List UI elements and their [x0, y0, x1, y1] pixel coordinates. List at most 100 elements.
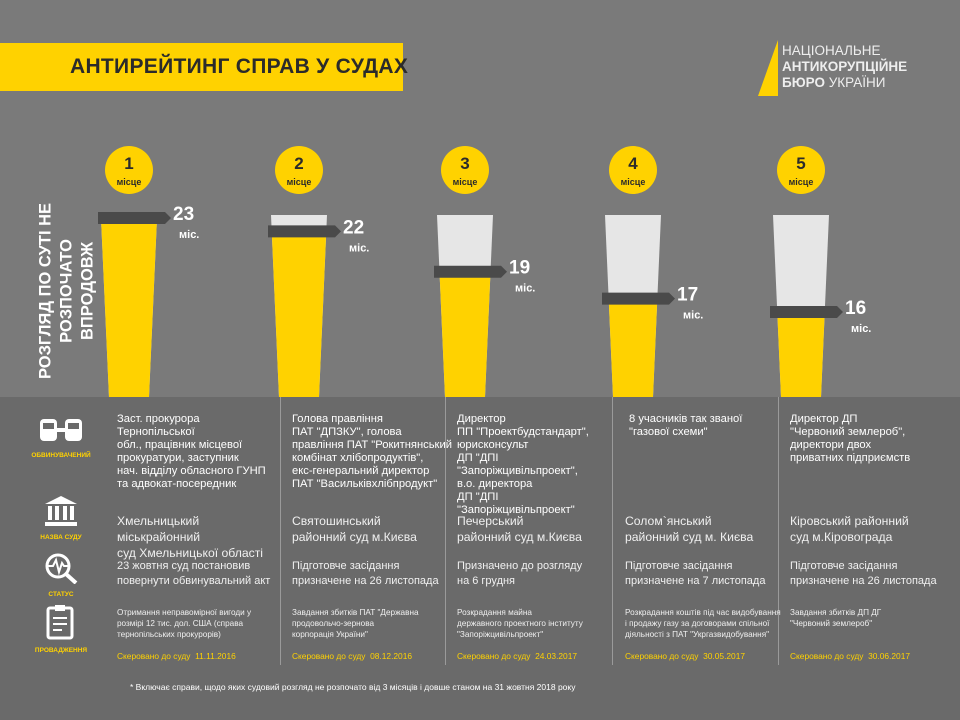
case-accused: Директор ПП "Проектбудстандарт", юрисконсу…	[457, 413, 617, 517]
text-line: Завдання збитків ДП ДГ	[790, 608, 882, 617]
case-court: Печерський районний суд м.Києва	[457, 513, 617, 545]
sent-label: Скеровано до суду	[117, 651, 191, 661]
rank-place-label: місце	[453, 177, 478, 187]
text-line: Розкрадання майна	[457, 608, 532, 617]
rank-badge	[777, 146, 825, 194]
text-line: і продажу газу за договорами спільної	[625, 619, 770, 628]
case-court: Святошинський районний суд м.Києва	[292, 513, 452, 545]
text-line: екс-генеральний директор	[292, 465, 430, 477]
text-line: Голова правління	[292, 413, 383, 425]
duration-bar	[777, 312, 825, 397]
rank-number: 1	[124, 154, 133, 173]
duration-value-label: 16	[845, 298, 866, 319]
case-court: Хмельницький міськрайонний суд Хмельницьк…	[117, 513, 277, 561]
rank-number: 3	[460, 154, 469, 173]
rank-place-label: місце	[117, 177, 142, 187]
rank-badge	[441, 146, 489, 194]
sent-date-value: 08.12.2016	[370, 651, 413, 661]
text-line: Підготовче засідання	[292, 560, 400, 572]
case-status: 23 жовтня суд постановив повернути обвину…	[117, 559, 277, 589]
legend-accused-label: ОБВИНУВАЧЕНИЙ	[31, 452, 91, 459]
case-court: Солом`янський районний суд м. Києва	[625, 513, 785, 545]
text-line: Підготовче засідання	[790, 560, 898, 572]
text-line: директори двох	[790, 439, 872, 451]
case-sent-date: Скеровано до суду 11.11.2016	[117, 651, 236, 661]
duration-unit-label: міс.	[515, 283, 535, 295]
column-divider	[612, 397, 613, 665]
text-line: корпорація України"	[292, 630, 368, 639]
text-line: Печерський	[457, 514, 524, 528]
text-line: суд м.Кіровограда	[790, 530, 893, 544]
duration-marker	[268, 225, 341, 238]
legend-accused: ОБВИНУВАЧЕНИЙ	[18, 415, 104, 459]
logo-line-1: НАЦІОНАЛЬНЕ	[782, 43, 881, 58]
rank-badge	[275, 146, 323, 194]
details-panel	[0, 397, 960, 720]
case-sent-date: Скеровано до суду 30.06.2017	[790, 651, 910, 661]
column-divider	[778, 397, 779, 665]
text-line: ДП "ДПІ "Запоріжцивільпроект",	[457, 452, 578, 477]
duration-marker	[434, 265, 507, 278]
text-line: тернопільських прокурорів)	[117, 630, 221, 639]
case-accused: Директор ДП "Червоний землероб", директори…	[790, 413, 950, 465]
logo-mark-icon	[758, 40, 778, 96]
text-line: приватних підприємств	[790, 452, 911, 464]
case-proceedings: Завдання збитків ПАТ "Державна продовольч…	[292, 607, 457, 640]
text-line: "Червоний землероб"	[790, 619, 873, 628]
text-line: нач. відділу обласного ГУНП	[117, 465, 266, 477]
handcuffs-icon	[40, 419, 82, 441]
text-line: ПАТ "Васильківхлібпродукт"	[292, 478, 438, 490]
text-line: на 6 грудня	[457, 575, 516, 587]
title-bar: АНТИРЕЙТИНГ СПРАВ У СУДАХ	[0, 43, 408, 91]
sent-label: Скеровано до суду	[790, 651, 864, 661]
logo-line-3: БЮРО УКРАЇНИ	[782, 75, 885, 91]
case-accused: Заст. прокурора Тернопільської обл., прац…	[117, 413, 277, 491]
text-line: державного проектного інституту	[457, 619, 583, 628]
sent-date-value: 30.06.2017	[868, 651, 911, 661]
rank-badge	[609, 146, 657, 194]
sent-label: Скеровано до суду	[292, 651, 366, 661]
duration-unit-label: міс.	[179, 229, 199, 241]
case-proceedings: Розкрадання майна державного проектного і…	[457, 607, 622, 640]
sent-date-value: 11.11.2016	[195, 651, 236, 661]
text-line: прокуратури, заступник	[117, 452, 239, 464]
duration-bar	[271, 231, 327, 397]
rank-number: 4	[628, 154, 638, 173]
case-sent-date: Скеровано до суду 08.12.2016	[292, 651, 412, 661]
duration-unit-label: міс.	[683, 310, 703, 322]
text-line: районний суд м.Києва	[457, 530, 582, 544]
duration-value-label: 17	[677, 285, 698, 306]
logo-line-3-bold: БЮРО	[782, 75, 825, 90]
rank-number: 5	[796, 154, 805, 173]
text-line: Кіровський районний	[790, 514, 909, 528]
case-status: Підготовче засідання призначене на 26 лис…	[292, 559, 452, 589]
text-line: суд Хмельницької області	[117, 546, 263, 560]
legend-proceedings-label: ПРОВАДЖЕННЯ	[34, 647, 88, 654]
text-line: ПП "Проектбудстандарт",	[457, 426, 589, 438]
duration-bar	[439, 271, 491, 397]
text-line: діяльності з ПАТ "Укргазвидобування"	[625, 630, 770, 639]
legend-proceedings: ПРОВАДЖЕННЯ	[18, 604, 104, 654]
text-line: розмірі 12 тис. дол. США (справа	[117, 619, 244, 628]
text-line: "Запоріжцивільпроект"	[457, 630, 544, 639]
case-status: Підготовче засідання призначене на 26 лис…	[790, 559, 950, 589]
case-proceedings: Розкрадання коштів під час видобування і …	[625, 607, 790, 640]
logo-line-2: АНТИКОРУПЦІЙНЕ	[782, 59, 908, 74]
duration-chart: 23 міс. 1 місце 22 міс. 2 місце 19 міс. 3 місце 17 мі…	[98, 146, 871, 397]
duration-value-label: 22	[343, 217, 364, 238]
duration-bar	[608, 298, 658, 397]
case-column-5: Директор ДП "Червоний землероб", директори…	[790, 400, 952, 662]
duration-marker	[98, 212, 171, 224]
clipboard-icon	[46, 605, 74, 640]
case-status: Підготовче засідання призначене на 7 лист…	[625, 559, 785, 589]
sent-label: Скеровано до суду	[625, 651, 699, 661]
case-status: Призначено до розгляду на 6 грудня	[457, 559, 617, 589]
case-proceedings: Завдання збитків ДП ДГ "Червоний землероб…	[790, 607, 955, 629]
text-line: Призначено до розгляду	[457, 560, 583, 572]
courthouse-icon	[45, 496, 77, 526]
case-column-2: Голова правління ПАТ "ДПЗКУ", голова правл…	[292, 400, 454, 662]
text-line: "газової схеми"	[629, 426, 708, 438]
rank-place-label: місце	[789, 177, 814, 187]
text-line: 23 жовтня суд постановив	[117, 560, 251, 572]
text-line: Підготовче засідання	[625, 560, 733, 572]
